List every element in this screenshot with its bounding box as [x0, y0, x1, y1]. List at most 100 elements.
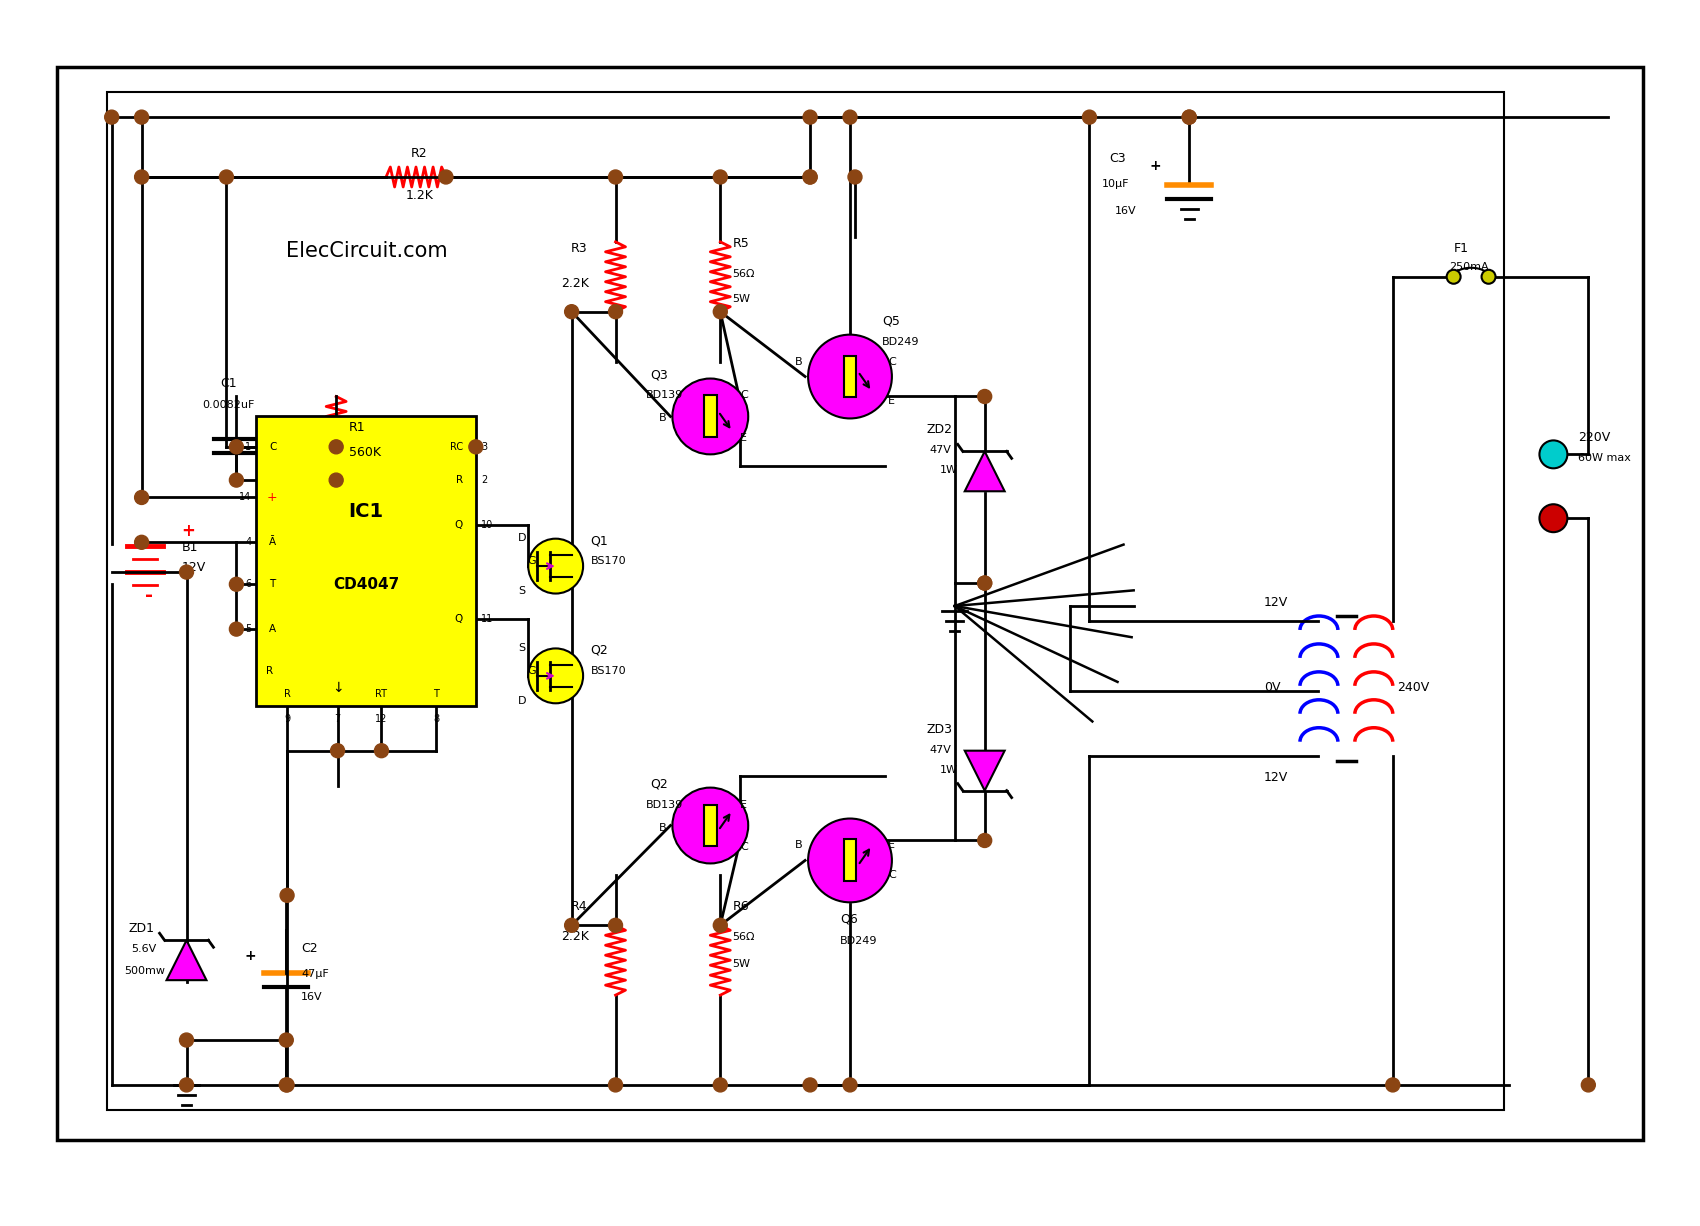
- Text: Q3: Q3: [651, 369, 668, 381]
- Text: 1: 1: [245, 441, 252, 452]
- Circle shape: [279, 1078, 294, 1092]
- Text: 1.2K: 1.2K: [406, 189, 434, 202]
- Text: +: +: [182, 522, 196, 541]
- Circle shape: [469, 440, 483, 454]
- Circle shape: [802, 170, 818, 184]
- Text: 500mw: 500mw: [124, 966, 165, 976]
- Text: R2: R2: [411, 147, 428, 161]
- Text: R4: R4: [571, 900, 586, 913]
- Text: C1: C1: [219, 376, 236, 390]
- Text: G: G: [527, 557, 537, 566]
- Circle shape: [219, 170, 233, 184]
- Text: D: D: [518, 533, 527, 543]
- Text: R5: R5: [733, 237, 750, 250]
- Circle shape: [439, 170, 452, 184]
- Text: BS170: BS170: [590, 666, 626, 676]
- Ellipse shape: [529, 538, 583, 593]
- Circle shape: [977, 576, 991, 590]
- Text: Q: Q: [454, 520, 462, 530]
- Text: 56Ω: 56Ω: [733, 268, 755, 278]
- Ellipse shape: [808, 819, 893, 902]
- Text: R6: R6: [733, 900, 750, 913]
- Circle shape: [105, 110, 119, 124]
- Circle shape: [714, 305, 728, 319]
- Text: 14: 14: [240, 493, 252, 503]
- Text: C: C: [740, 391, 748, 401]
- Text: 7: 7: [335, 714, 340, 723]
- Text: B: B: [658, 823, 666, 832]
- Text: BS170: BS170: [590, 557, 626, 566]
- Text: 5.6V: 5.6V: [131, 944, 156, 954]
- Circle shape: [180, 1078, 194, 1092]
- Text: R: R: [284, 689, 291, 699]
- Text: A: A: [269, 624, 277, 634]
- Text: 12: 12: [376, 714, 388, 723]
- Text: Q1: Q1: [590, 535, 609, 547]
- Text: 47V: 47V: [930, 445, 952, 455]
- Text: ZD3: ZD3: [927, 723, 952, 736]
- Circle shape: [230, 440, 243, 454]
- Circle shape: [134, 490, 148, 504]
- Circle shape: [230, 473, 243, 487]
- Text: T̄: T̄: [269, 579, 275, 590]
- Text: C: C: [740, 842, 748, 852]
- Circle shape: [802, 1078, 818, 1092]
- Text: 0V: 0V: [1265, 680, 1280, 694]
- Text: 2.2K: 2.2K: [561, 931, 588, 943]
- Circle shape: [714, 918, 728, 932]
- Circle shape: [714, 170, 728, 184]
- Text: B1: B1: [182, 541, 197, 554]
- Text: B: B: [796, 841, 802, 851]
- Text: BD249: BD249: [840, 937, 877, 946]
- Circle shape: [843, 110, 857, 124]
- Text: BD139: BD139: [646, 391, 683, 401]
- Text: T: T: [434, 689, 439, 699]
- Text: C: C: [887, 357, 896, 367]
- Text: 1W: 1W: [940, 765, 957, 775]
- Circle shape: [330, 440, 343, 454]
- FancyBboxPatch shape: [704, 396, 717, 438]
- Circle shape: [230, 577, 243, 591]
- Text: Q̄: Q̄: [454, 614, 462, 624]
- Circle shape: [843, 1078, 857, 1092]
- Text: 11: 11: [481, 614, 493, 624]
- Circle shape: [609, 170, 622, 184]
- Circle shape: [1182, 110, 1197, 124]
- Text: 12V: 12V: [1265, 596, 1289, 609]
- Text: S: S: [518, 642, 525, 653]
- Circle shape: [609, 918, 622, 932]
- Text: 0.0082uF: 0.0082uF: [202, 401, 255, 411]
- Text: BD249: BD249: [882, 337, 920, 347]
- Text: B: B: [658, 413, 666, 423]
- Text: RT: RT: [376, 689, 388, 699]
- Text: 12V: 12V: [1265, 771, 1289, 783]
- Text: Q2: Q2: [651, 777, 668, 791]
- Text: G: G: [527, 666, 537, 676]
- Text: 5W: 5W: [733, 959, 750, 970]
- Circle shape: [330, 473, 343, 487]
- Text: E: E: [887, 396, 894, 407]
- Text: 47μF: 47μF: [301, 970, 330, 980]
- Text: IC1: IC1: [348, 503, 384, 521]
- Polygon shape: [167, 940, 206, 980]
- Text: Ā: Ā: [269, 537, 277, 547]
- Circle shape: [280, 1078, 294, 1092]
- Text: C: C: [887, 870, 896, 880]
- Text: R1: R1: [348, 422, 366, 434]
- Text: -: -: [144, 586, 153, 604]
- Text: B: B: [796, 357, 802, 367]
- Text: 16V: 16V: [1115, 206, 1136, 216]
- Ellipse shape: [529, 649, 583, 704]
- Polygon shape: [964, 750, 1005, 791]
- Circle shape: [1182, 110, 1197, 124]
- Circle shape: [134, 536, 148, 549]
- Circle shape: [279, 1034, 294, 1047]
- Circle shape: [330, 744, 345, 758]
- Circle shape: [180, 565, 194, 579]
- Circle shape: [1386, 1078, 1399, 1092]
- Text: 9: 9: [284, 714, 291, 723]
- Text: +: +: [245, 949, 257, 964]
- Text: Q2: Q2: [590, 644, 609, 657]
- Text: 12V: 12V: [182, 562, 206, 574]
- Circle shape: [1540, 440, 1567, 468]
